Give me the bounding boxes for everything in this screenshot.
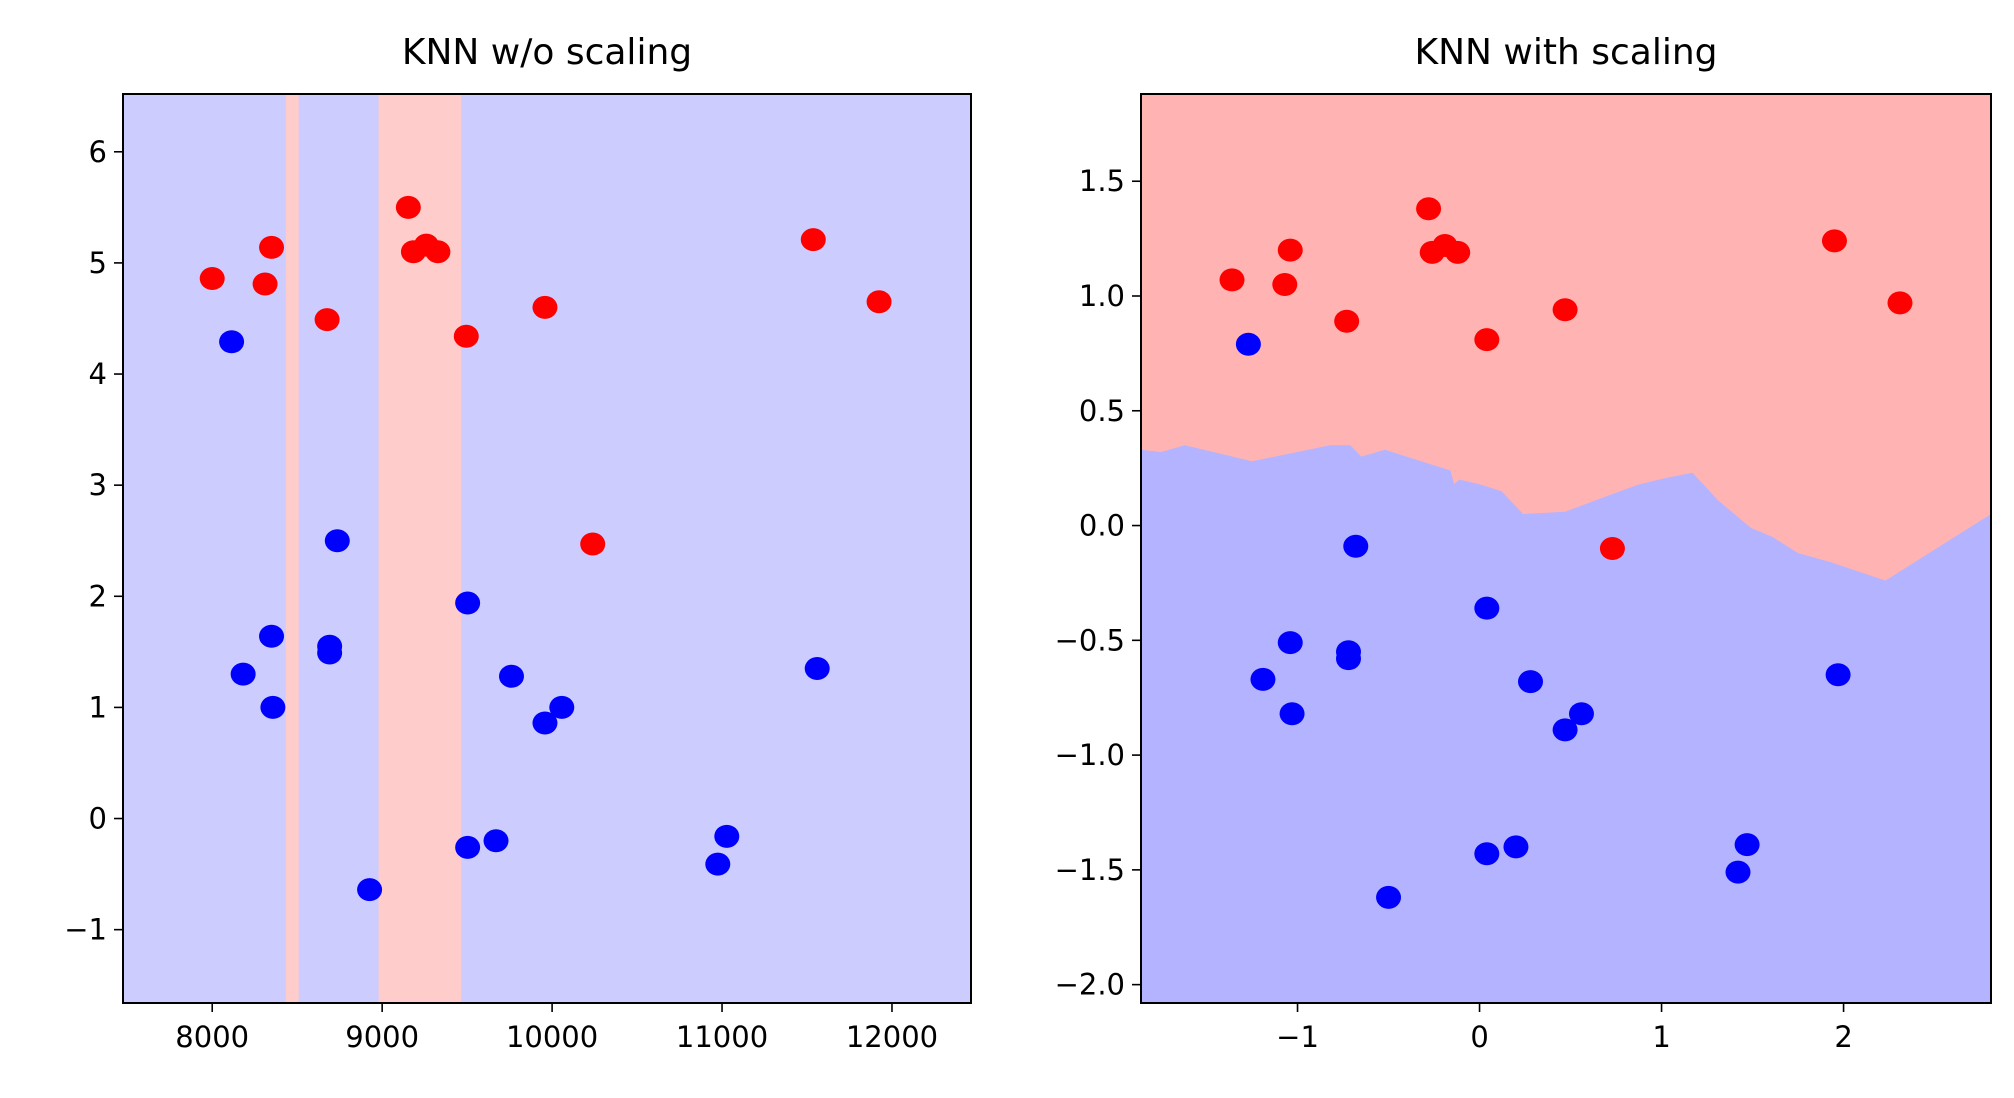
data-point-red bbox=[866, 290, 892, 314]
data-point-blue bbox=[219, 330, 245, 354]
data-point-red bbox=[252, 272, 278, 296]
data-point-red bbox=[1552, 298, 1578, 322]
data-point-blue bbox=[1250, 667, 1276, 691]
data-point-blue bbox=[1734, 833, 1760, 857]
y-tick-label: 2 bbox=[89, 579, 107, 613]
y-tick-label: −0.5 bbox=[1055, 623, 1125, 657]
y-tick-label: 1 bbox=[89, 690, 107, 724]
data-point-blue bbox=[1518, 670, 1544, 694]
x-tick-label: −1 bbox=[1276, 1020, 1319, 1054]
plot-area bbox=[123, 94, 971, 1003]
data-point-blue bbox=[1277, 631, 1303, 655]
y-tick-label: 6 bbox=[89, 135, 107, 169]
data-point-blue bbox=[1279, 702, 1305, 726]
data-point-blue bbox=[498, 664, 524, 688]
data-point-blue bbox=[317, 641, 343, 665]
data-point-red bbox=[314, 308, 340, 332]
y-tick-label: −1.0 bbox=[1055, 738, 1125, 772]
y-tick-label: 0 bbox=[89, 802, 107, 836]
data-point-blue bbox=[1552, 718, 1578, 742]
data-point-blue bbox=[804, 657, 830, 681]
data-point-blue bbox=[705, 852, 731, 876]
data-point-blue bbox=[324, 529, 350, 553]
data-point-blue bbox=[1335, 647, 1361, 671]
y-tick-label: −1 bbox=[64, 913, 107, 947]
right-subplot-knn-with-scaling: KNN with scaling −1 0 1 2 −2.0 −1.5 −1.0 −0.5 0.… bbox=[1055, 32, 1992, 1054]
data-point-blue bbox=[455, 591, 481, 615]
left-subplot-knn-without-scaling: KNN w/o scaling 8000 9000 10000 11000 12000 −… bbox=[64, 32, 972, 1054]
data-point-red bbox=[199, 266, 225, 290]
y-tick-label: 1.0 bbox=[1079, 279, 1125, 313]
x-tick-label: 12000 bbox=[846, 1020, 938, 1054]
data-point-blue bbox=[483, 829, 509, 853]
data-point-blue bbox=[1568, 702, 1594, 726]
data-point-red bbox=[395, 195, 421, 219]
data-point-red bbox=[532, 295, 558, 319]
data-point-blue bbox=[455, 835, 481, 859]
x-tick-label: 11000 bbox=[676, 1020, 768, 1054]
data-point-blue bbox=[714, 824, 740, 848]
data-point-red bbox=[1219, 268, 1245, 292]
x-tick-label: 1 bbox=[1652, 1020, 1670, 1054]
data-point-red bbox=[1474, 328, 1500, 352]
data-point-red bbox=[580, 532, 606, 556]
data-point-red bbox=[1599, 537, 1625, 560]
data-point-blue bbox=[1725, 860, 1751, 884]
y-tick-label: −2.0 bbox=[1055, 968, 1125, 1002]
plot-area bbox=[1141, 94, 1991, 1003]
axes-frame bbox=[1140, 93, 1992, 1004]
data-point-blue bbox=[1376, 885, 1402, 909]
data-point-blue bbox=[1825, 663, 1851, 687]
data-point-blue bbox=[230, 662, 256, 686]
x-tick-label: 0 bbox=[1470, 1020, 1488, 1054]
data-point-blue bbox=[260, 695, 286, 719]
y-tick-label: −1.5 bbox=[1055, 853, 1125, 887]
data-point-blue bbox=[357, 878, 383, 902]
data-point-red bbox=[1821, 229, 1847, 253]
data-point-red bbox=[1277, 238, 1303, 262]
right-subplot-title: KNN with scaling bbox=[1414, 32, 1717, 73]
data-point-red bbox=[1334, 309, 1360, 333]
y-tick-label: 1.5 bbox=[1079, 164, 1125, 198]
data-point-blue bbox=[549, 695, 575, 719]
data-point-blue bbox=[1235, 332, 1261, 356]
y-tick-label: 3 bbox=[89, 468, 107, 502]
data-point-red bbox=[259, 235, 285, 259]
axes-frame bbox=[122, 93, 972, 1004]
left-subplot-title: KNN w/o scaling bbox=[402, 32, 692, 73]
data-point-blue bbox=[1474, 596, 1500, 620]
decision-region-band bbox=[378, 94, 462, 1003]
data-point-blue bbox=[1474, 842, 1500, 866]
data-point-blue bbox=[259, 624, 285, 648]
decision-region-band bbox=[285, 94, 299, 1003]
y-tick-label: 4 bbox=[89, 357, 107, 391]
data-point-blue bbox=[532, 711, 558, 735]
data-point-blue bbox=[1343, 534, 1369, 558]
data-point-red bbox=[1445, 240, 1471, 264]
data-point-red bbox=[800, 228, 826, 252]
data-point-red bbox=[1887, 291, 1913, 315]
data-point-red bbox=[1416, 197, 1442, 221]
x-tick-label: 2 bbox=[1834, 1020, 1852, 1054]
x-tick-label: 8000 bbox=[175, 1020, 249, 1054]
data-point-red bbox=[453, 324, 479, 348]
y-tick-label: 0.5 bbox=[1079, 394, 1125, 428]
data-point-red bbox=[1272, 273, 1298, 297]
x-tick-label: 10000 bbox=[506, 1020, 598, 1054]
decision-region-background bbox=[123, 94, 971, 1003]
data-point-red bbox=[425, 240, 451, 264]
data-point-blue bbox=[1503, 835, 1529, 859]
y-tick-label: 5 bbox=[89, 246, 107, 280]
y-tick-label: 0.0 bbox=[1079, 509, 1125, 543]
x-tick-label: 9000 bbox=[345, 1020, 419, 1054]
